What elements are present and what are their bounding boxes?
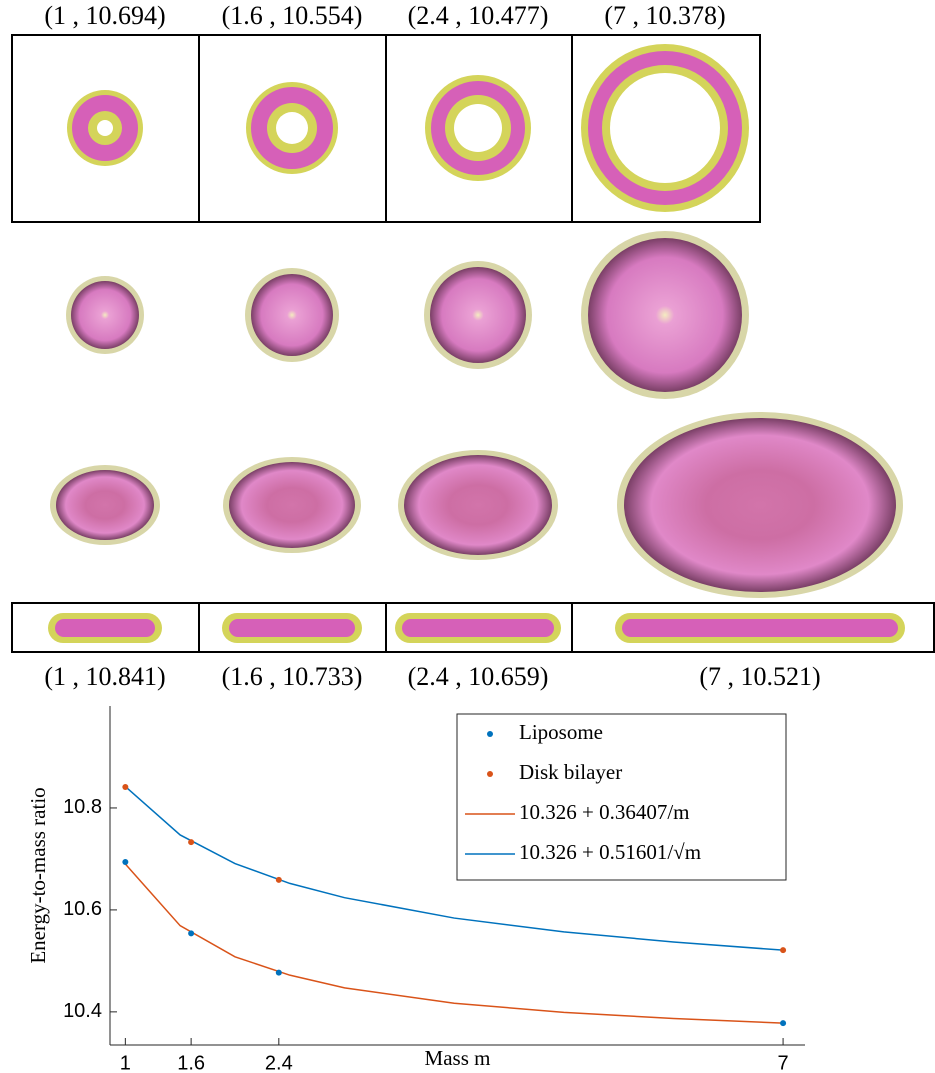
ring [67, 90, 143, 166]
y-tick-label: 10.8 [63, 796, 102, 818]
legend-box [456, 713, 787, 881]
panel-labels: (1 , 10.694) (1.6 , 10.554) (2.4 , 10.477)… [44, 1, 820, 691]
y-axis-label: Energy-to-mass ratio [26, 787, 50, 963]
legend-label: 10.326 + 0.51601/√m [519, 840, 701, 864]
chart: 10.4 10.6 10.8 1 1.6 2.4 7 Mass m Energy-to-mass… [26, 706, 805, 1073]
point [780, 1020, 787, 1027]
sphere-row [66, 231, 749, 399]
ring [425, 75, 531, 181]
legend-label: 10.326 + 0.36407/m [519, 800, 690, 824]
point [188, 930, 195, 937]
panel-label: (2.4 , 10.477) [408, 1, 549, 30]
y-tick-label: 10.6 [63, 898, 102, 920]
x-axis-label: Mass m [425, 1046, 491, 1070]
x-tick-label: 2.4 [265, 1052, 293, 1073]
legend-label: Liposome [519, 720, 603, 744]
disk-row [50, 412, 903, 598]
panel-label: (1 , 10.841) [44, 662, 165, 691]
x-tick-label: 1.6 [177, 1052, 205, 1073]
panel-label: (1 , 10.694) [44, 1, 165, 30]
panel-label: (1.6 , 10.554) [222, 1, 363, 30]
legend-swatch [487, 731, 493, 737]
bilayer-row [11, 602, 935, 653]
ring [581, 44, 749, 212]
panel-label: (2.4 , 10.659) [408, 662, 549, 691]
panel-label: (7 , 10.378) [604, 1, 725, 30]
top-row [11, 34, 761, 223]
point [780, 947, 787, 954]
point [122, 858, 129, 865]
panel-label: (1.6 , 10.733) [222, 662, 363, 691]
y-tick-label: 10.4 [63, 1000, 102, 1022]
point [188, 839, 195, 846]
point [275, 876, 282, 883]
legend-swatch [487, 771, 493, 777]
point [122, 784, 129, 791]
legend-label: Disk bilayer [519, 760, 622, 784]
ring [246, 82, 338, 174]
fit-curve [124, 863, 784, 1024]
point [275, 969, 282, 976]
x-tick-label: 7 [778, 1052, 789, 1073]
x-tick-label: 1 [120, 1052, 131, 1073]
fit-curve [124, 785, 784, 951]
panel-label: (7 , 10.521) [699, 662, 820, 691]
